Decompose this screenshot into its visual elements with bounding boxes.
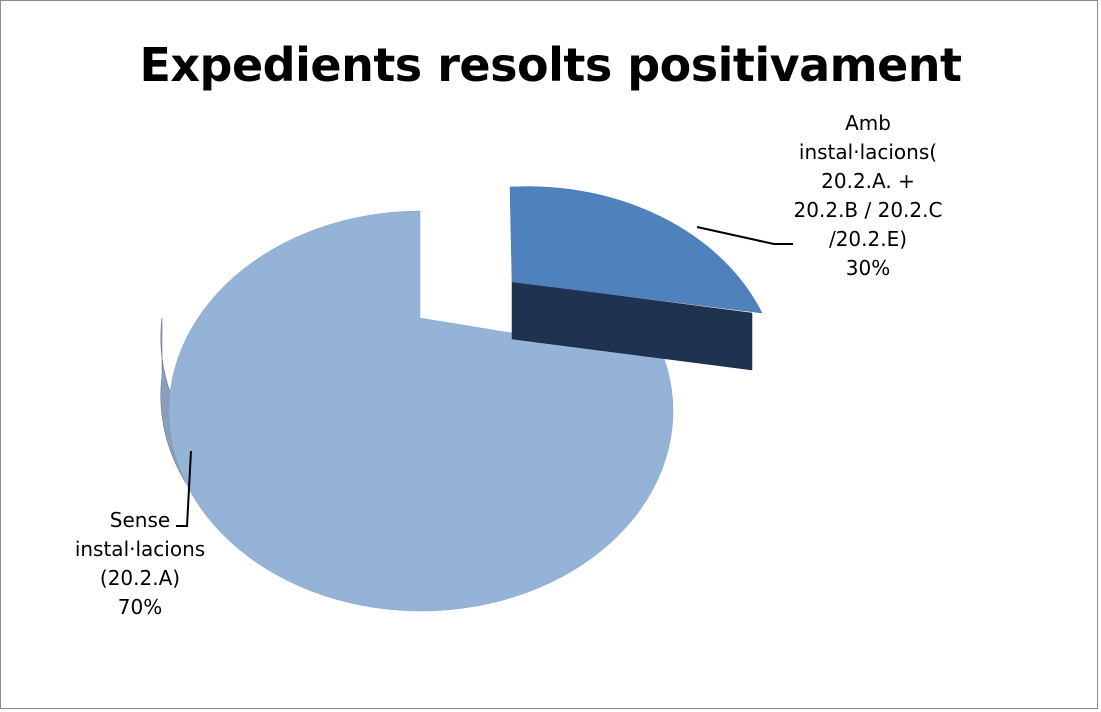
leader-line-amb bbox=[696, 226, 793, 245]
slice-label-sense-line: instal·lacions bbox=[74, 537, 206, 561]
slice-label-amb-line: Amb bbox=[845, 111, 891, 135]
pie-slice-sense-top bbox=[168, 210, 674, 612]
chart-title: Expedients resolts positivament bbox=[139, 38, 962, 92]
pie-slice-amb-side bbox=[511, 281, 753, 371]
slice-label-amb-line: 20.2.B / 20.2.C bbox=[793, 198, 943, 222]
slice-label-amb-line: 20.2.A. + bbox=[821, 169, 915, 193]
slice-label-amb-line: instal·lacions( bbox=[798, 140, 938, 164]
pie-slice-amb bbox=[509, 186, 763, 371]
slice-label-amb-percent: 30% bbox=[845, 256, 891, 280]
pie-slice-amb-top bbox=[509, 186, 763, 314]
slice-label-amb: Amb instal·lacions( 20.2.A. + 20.2.B / 2… bbox=[778, 109, 958, 283]
slice-label-sense-percent: 70% bbox=[117, 595, 163, 619]
slice-label-sense: Sense instal·lacions (20.2.A) 70% bbox=[40, 506, 240, 622]
slice-label-sense-line: Sense bbox=[109, 508, 171, 532]
leader-line-sense bbox=[176, 450, 192, 527]
pie-slice-sense bbox=[160, 210, 674, 612]
slice-label-sense-line: (20.2.A) bbox=[99, 566, 181, 590]
slice-label-amb-line: /20.2.E) bbox=[828, 227, 908, 251]
